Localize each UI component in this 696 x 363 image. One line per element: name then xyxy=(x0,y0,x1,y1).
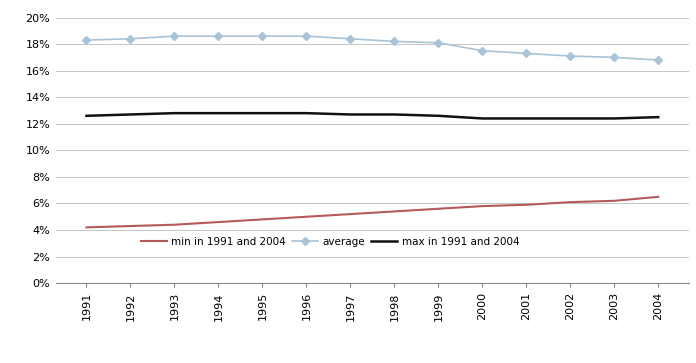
max in 1991 and 2004 xyxy=(390,112,399,117)
min in 1991 and 2004 xyxy=(214,220,223,224)
average xyxy=(522,51,530,56)
min in 1991 and 2004 xyxy=(390,209,399,213)
min in 1991 and 2004 xyxy=(82,225,90,229)
max in 1991 and 2004 xyxy=(478,116,487,121)
Legend: min in 1991 and 2004, average, max in 1991 and 2004: min in 1991 and 2004, average, max in 19… xyxy=(137,233,523,251)
average xyxy=(434,41,443,45)
max in 1991 and 2004 xyxy=(522,116,530,121)
average xyxy=(171,34,179,38)
average xyxy=(82,38,90,42)
max in 1991 and 2004 xyxy=(258,111,267,115)
max in 1991 and 2004 xyxy=(434,114,443,118)
max in 1991 and 2004 xyxy=(171,111,179,115)
min in 1991 and 2004 xyxy=(346,212,354,216)
max in 1991 and 2004 xyxy=(302,111,310,115)
min in 1991 and 2004 xyxy=(478,204,487,208)
min in 1991 and 2004 xyxy=(126,224,134,228)
max in 1991 and 2004 xyxy=(126,112,134,117)
min in 1991 and 2004 xyxy=(610,199,619,203)
min in 1991 and 2004 xyxy=(566,200,574,204)
average xyxy=(346,37,354,41)
max in 1991 and 2004 xyxy=(610,116,619,121)
average xyxy=(258,34,267,38)
min in 1991 and 2004 xyxy=(302,215,310,219)
average xyxy=(390,39,399,44)
Line: min in 1991 and 2004: min in 1991 and 2004 xyxy=(86,197,658,227)
max in 1991 and 2004 xyxy=(214,111,223,115)
min in 1991 and 2004 xyxy=(654,195,663,199)
Line: max in 1991 and 2004: max in 1991 and 2004 xyxy=(86,113,658,118)
max in 1991 and 2004 xyxy=(654,115,663,119)
average xyxy=(126,37,134,41)
average xyxy=(610,55,619,60)
max in 1991 and 2004 xyxy=(82,114,90,118)
min in 1991 and 2004 xyxy=(522,203,530,207)
average xyxy=(302,34,310,38)
min in 1991 and 2004 xyxy=(171,223,179,227)
average xyxy=(478,49,487,53)
max in 1991 and 2004 xyxy=(346,112,354,117)
Line: average: average xyxy=(84,33,661,63)
average xyxy=(566,54,574,58)
min in 1991 and 2004 xyxy=(258,217,267,221)
average xyxy=(214,34,223,38)
average xyxy=(654,58,663,62)
min in 1991 and 2004 xyxy=(434,207,443,211)
max in 1991 and 2004 xyxy=(566,116,574,121)
